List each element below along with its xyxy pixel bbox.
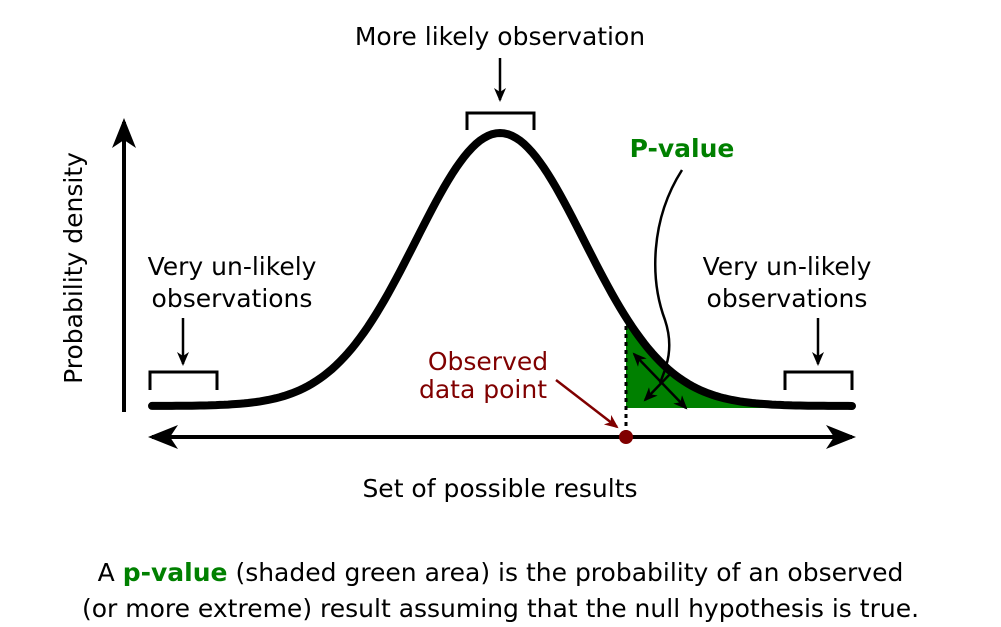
observed-label: Observed (428, 347, 548, 376)
right-label: Very un-likely (703, 252, 872, 281)
y-axis-label: Probability density (59, 152, 88, 384)
p-value-label: P-value (630, 134, 735, 163)
diagram: More likely observation Probability dens… (59, 22, 872, 503)
area-arrow (643, 371, 673, 402)
left-label: Very un-likely (148, 252, 317, 281)
bracket (465, 111, 536, 130)
caption: A p-value (shaded green area) is the pro… (0, 555, 1001, 627)
caption-text: A (97, 558, 115, 587)
right-label: observations (707, 284, 868, 313)
observed-arrow (555, 379, 619, 429)
caption-text: (shaded green area) is the probability o… (235, 558, 904, 587)
caption-text: (or more extreme) result assuming that t… (81, 594, 920, 623)
area-arrow (632, 352, 688, 410)
left-label: observations (152, 284, 313, 313)
density-curve (148, 128, 856, 410)
x-axis-label: Set of possible results (362, 474, 637, 503)
bracket (148, 370, 219, 390)
bracket (783, 370, 854, 390)
top-label: More likely observation (355, 22, 645, 51)
caption-highlight: p-value (122, 558, 228, 587)
observed-point (619, 430, 633, 444)
p-value-pointer (654, 169, 684, 384)
observed-label: data point (419, 375, 547, 404)
